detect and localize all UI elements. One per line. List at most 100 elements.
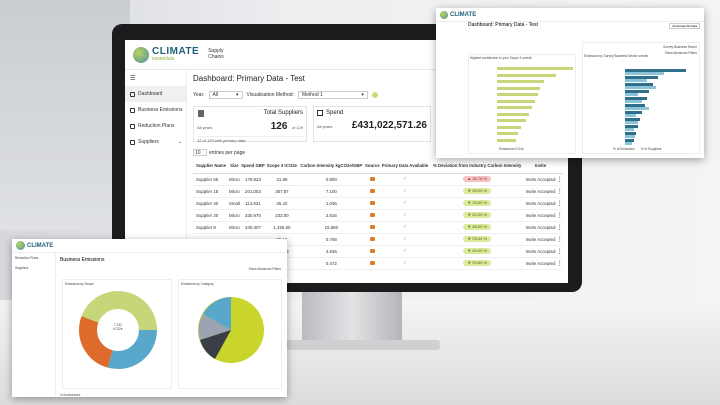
primary-data-cell: ✓ <box>380 209 430 222</box>
bar <box>625 114 636 117</box>
row-menu[interactable]: ⋮ <box>556 185 563 198</box>
deviation-badge: ▲ 36.76 % <box>463 176 492 182</box>
survey-sector-toggle[interactable]: Survey Business Sector <box>663 45 697 49</box>
donut-center-unit: tCO2e <box>113 327 123 331</box>
column-header[interactable]: Invite <box>524 160 557 174</box>
column-header[interactable]: Supplier Name <box>193 160 229 174</box>
arrow-down-icon: ▼ <box>467 248 473 253</box>
column-header[interactable]: % Deviation from Industry Carbon Intensi… <box>429 160 525 174</box>
entries-select[interactable]: 10 <box>193 149 207 156</box>
primary-data-cell: ✓ <box>380 257 430 270</box>
sidebar-item-reduction-plans[interactable]: Reduction Plans <box>15 256 39 260</box>
deviation-cell: ▼ 93.44 % <box>429 233 525 246</box>
more-vertical-icon: ⋮ <box>556 248 563 255</box>
supplier-name: Supplier 65 <box>193 173 229 186</box>
business-emissions-screenshot: CLIMATE Business Emissions Reduction Pla… <box>12 239 287 397</box>
supplier-size: Small <box>228 197 241 210</box>
deviation-value: 64.00 % <box>472 248 488 253</box>
bar <box>625 86 656 89</box>
row-menu[interactable]: ⋮ <box>556 173 563 186</box>
brand-name: CLIMATE <box>450 11 477 18</box>
menu-toggle[interactable]: ☰ <box>125 70 186 86</box>
sidebar-item-label: Business Emissions <box>138 107 183 113</box>
column-header[interactable]: Scope 3 tCO2e <box>265 160 299 174</box>
pie-slice <box>198 314 231 340</box>
supplier-carbon-intensity: 0.800 <box>298 173 365 186</box>
supplier-scope3: 31.96 <box>265 173 299 186</box>
sidebar-item-dashboard[interactable]: Dashboard <box>125 86 186 102</box>
column-header[interactable]: Size <box>228 160 241 174</box>
deviation-cell: ▼ 84.00 % <box>429 209 525 222</box>
table-row[interactable]: Supplier 15 Micro 201,053 357.87 7.100 ✓ ▼ 89.… <box>193 185 563 198</box>
chevron-down-icon: ▾ <box>361 92 364 98</box>
supplier-name: Supplier 20 <box>193 209 229 222</box>
advanced-filters-toggle[interactable]: Show Advanced Filters <box>248 267 281 271</box>
supplier-carbon-intensity: 1.036 <box>298 197 365 210</box>
supplier-spend: 201,053 <box>240 185 266 198</box>
category-pie-chart: Emissions by Category <box>178 279 282 389</box>
year-select[interactable]: All ▾ <box>208 91 243 99</box>
deviation-value: 84.00 % <box>472 212 488 217</box>
download-button[interactable]: Download All Data <box>669 23 700 29</box>
column-header[interactable]: Carbon Intensity kgCO2e/GBP <box>298 160 365 174</box>
bar <box>625 128 634 131</box>
card-value: 126 <box>270 121 288 132</box>
row-menu[interactable]: ⋮ <box>556 197 563 210</box>
donut-center-value: 7,132 <box>114 323 122 327</box>
globe-icon <box>133 46 149 63</box>
supplier-carbon-intensity: 7.100 <box>298 185 365 198</box>
column-header[interactable] <box>556 160 563 174</box>
table-row[interactable]: Supplier 40 Small 113,831 45.42 1.036 ✓ ▼ 93.6… <box>193 197 563 210</box>
invite-status: Invite Accepted <box>524 221 557 234</box>
sidebar-item-label: Suppliers <box>138 139 159 145</box>
deviation-cell: ▼ 93.80 % <box>429 257 525 270</box>
bar <box>625 111 642 114</box>
folder-icon <box>369 188 375 193</box>
deviation-badge: ▼ 89.00 % <box>463 188 492 194</box>
column-header[interactable]: Primary Data Available <box>380 160 430 174</box>
table-row[interactable]: Supplier 8 Micro 340,307 1,325.50 15.580 ✓ ▼ 8… <box>193 221 563 234</box>
bar <box>625 72 664 75</box>
table-row[interactable]: Supplier 65 Micro 179,823 31.96 0.800 ✓ ▲ 36.7… <box>193 173 563 186</box>
background-window <box>0 0 130 230</box>
folder-icon <box>369 260 375 265</box>
column-header[interactable]: Spend GBP <box>240 160 266 174</box>
table-row[interactable]: Supplier 20 Micro 330,970 233.00 2.816 ✓ ▼ 84.… <box>193 209 563 222</box>
advanced-filters-toggle[interactable]: Show Advanced Filters <box>664 51 697 55</box>
row-menu[interactable]: ⋮ <box>556 257 563 270</box>
deviation-cell: ▲ 36.76 % <box>429 173 525 186</box>
sidebar-item-reduction-plans[interactable]: Reduction Plans <box>125 118 186 134</box>
bar <box>497 106 532 109</box>
supplier-carbon-intensity: 0.768 <box>298 233 365 246</box>
arrow-down-icon: ▼ <box>467 212 473 217</box>
deviation-value: 89.00 % <box>472 188 488 193</box>
column-header[interactable]: Source <box>364 160 381 174</box>
source-cell <box>364 185 381 198</box>
source-cell <box>364 233 381 246</box>
entries-control: 10 entries per page <box>193 148 568 157</box>
row-menu[interactable]: ⋮ <box>556 221 563 234</box>
total-suppliers-card: Total Suppliers All years 126 of 129 12 … <box>193 106 307 143</box>
method-select[interactable]: Method 1 ▾ <box>297 91 368 99</box>
dashboard-charts-screenshot: CLIMATE Dashboard: Primary Data - Test D… <box>436 8 704 158</box>
brand-logo[interactable]: CLIMATE essentials Supply Chains <box>133 46 232 63</box>
supplier-spend: 113,831 <box>240 197 266 210</box>
folder-icon <box>369 176 375 181</box>
invite-status: Invite Accepted <box>524 233 557 246</box>
sidebar-item-business-emissions[interactable]: Business Emissions <box>125 102 186 118</box>
row-menu[interactable]: ⋮ <box>556 233 563 246</box>
bar <box>625 104 645 107</box>
sidebar-item-suppliers[interactable]: Suppliers <box>15 266 29 270</box>
bar <box>497 125 522 129</box>
deviation-badge: ▼ 88.00 % <box>463 224 492 230</box>
card-period: All years <box>317 124 333 129</box>
bar <box>497 73 557 77</box>
monitor-stand <box>302 292 402 344</box>
bar <box>497 119 526 122</box>
sidebar-item-suppliers[interactable]: Suppliers ⌄ <box>125 134 186 150</box>
row-menu[interactable]: ⋮ <box>556 209 563 222</box>
row-menu[interactable]: ⋮ <box>556 245 563 258</box>
bar <box>497 67 573 70</box>
menu-icon: ☰ <box>130 75 136 82</box>
info-icon[interactable] <box>371 92 378 98</box>
